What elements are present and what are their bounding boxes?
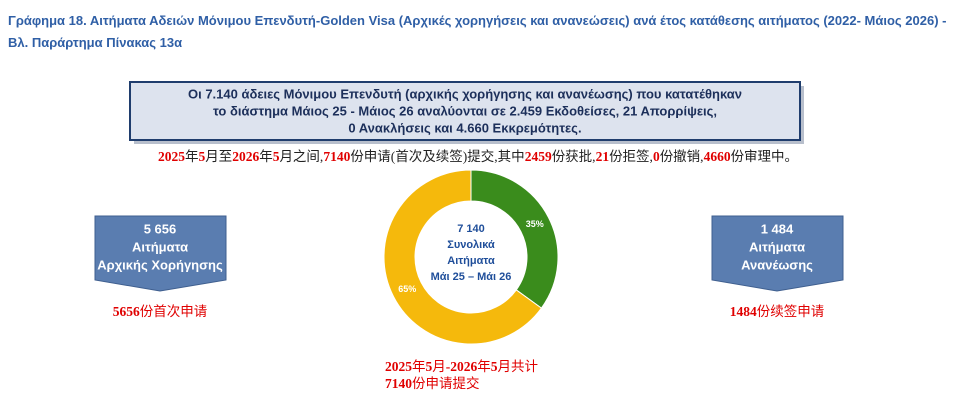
value-label: 35% [526,219,544,229]
text-run: 月至 [205,149,232,164]
text-run: -2026 [446,359,478,374]
summary-line: το διάστημα Μάιος 25 - Μάιος 26 αναλύοντ… [213,103,717,118]
text-run: 5 [273,149,280,164]
text-run: 月之间, [279,149,323,164]
value-label: 65% [398,284,416,294]
text-run: 5 [491,359,498,374]
text-run: 份获批, [552,149,596,164]
text-run: 21 [596,149,610,164]
text-run: 2459 [525,149,552,164]
text-run: 份申请(首次及续签)提交,其中 [350,148,524,164]
text-run: 年 [412,359,426,374]
pie-slice [383,169,543,345]
text-run: 1484 [730,304,757,319]
text-run: 月共计 [498,359,539,374]
text-run: 年 [185,149,199,164]
box-line: Αιτήματα [749,239,805,254]
text-run: 2025 [158,149,185,164]
page-title: Γράφημα 18. Αιτήματα Αδειών Μόνιμου Επεν… [8,13,947,50]
box-line: 5 656 [144,221,177,236]
text-run: 份审理中。 [731,149,799,164]
text-run: 2026 [232,149,259,164]
text-run: 0 [653,149,660,164]
right-box [711,215,844,292]
text-run: 份续签申请 [757,303,825,319]
box-line: Ανανέωσης [741,257,813,272]
note-cn: 2025年5月至2026年5月之间,7140份申请(首次及续签)提交,其中245… [158,148,798,164]
summary-line: Οι 7.140 άδειες Μόνιμου Επενδυτή (αρχική… [188,86,742,101]
text-run: 5656 [113,304,140,319]
pie-slice [470,169,559,309]
summary-line: 0 Ανακλήσεις και 4.660 Εκκρεμότητες. [348,120,581,135]
left-note: 5656份首次申请 [113,304,208,319]
center-text: 7 140 [457,223,485,235]
text-run: 月 [432,359,446,374]
center-text: Μάι 25 – Μάι 26 [431,271,512,283]
left-box [94,215,227,292]
summary-box [129,81,801,141]
text-run: 年 [477,359,491,374]
box-line: Αρχικής Χορήγησης [97,257,223,272]
text-run: 5 [198,149,205,164]
text-run: 份撤销, [660,149,704,164]
text-run: 7140 [385,376,412,391]
text-run: 份首次申请 [140,304,208,319]
text-run: 份申请提交 [412,375,480,391]
text-run: 份拒签, [609,148,653,164]
box-line: 1 484 [761,221,794,236]
text-run: 4660 [704,149,731,164]
text-run: 7140 [323,149,350,164]
bottom-note: 7140份申请提交 [385,375,480,391]
text-run: 5 [426,359,433,374]
bottom-note: 2025年5月-2026年5月共计 [385,359,538,374]
text-run: 2025 [385,359,412,374]
text-run: 年 [259,149,273,164]
center-text: Αιτήματα [447,255,495,267]
right-note: 1484份续签申请 [730,303,825,319]
box-line: Αιτήματα [132,239,188,254]
center-text: Συνολικά [447,239,495,251]
